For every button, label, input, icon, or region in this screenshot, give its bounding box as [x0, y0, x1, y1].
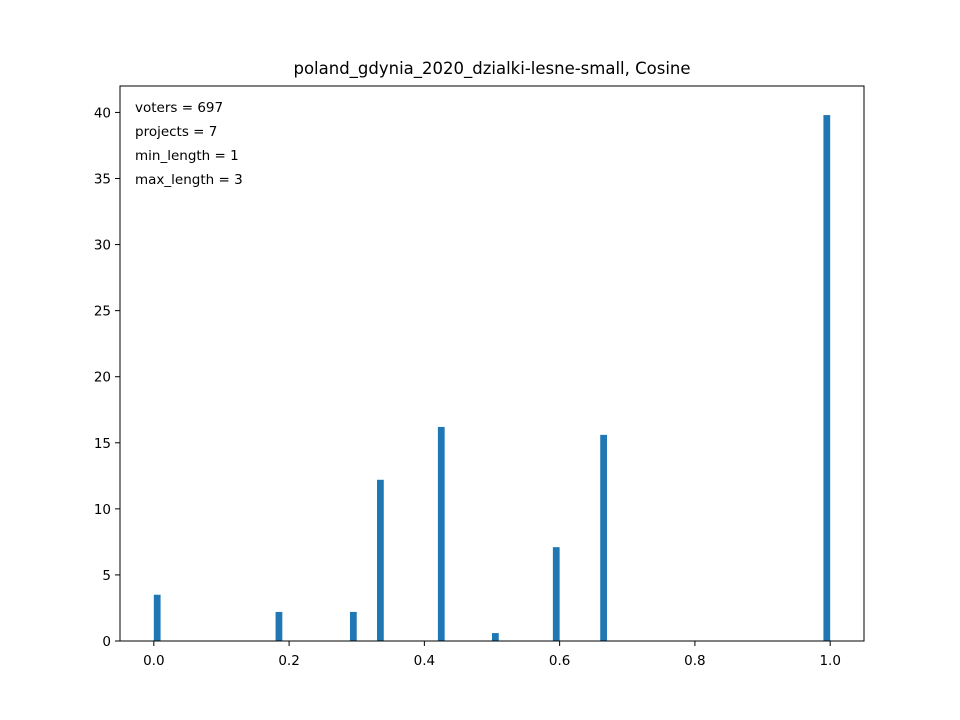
y-tick-label: 40 — [94, 105, 111, 121]
y-tick-label: 10 — [94, 502, 111, 518]
x-axis: 0.0 0.2 0.4 0.6 0.8 1.0 — [143, 641, 841, 669]
histogram-bar — [600, 434, 607, 641]
annotation-line: projects = 7 — [135, 124, 217, 140]
histogram-bar — [552, 547, 560, 641]
x-tick-label: 0.2 — [278, 653, 299, 669]
x-tick-label: 0.4 — [414, 653, 435, 669]
bars-layer — [153, 115, 831, 642]
histogram-bar — [377, 479, 384, 641]
histogram-bar — [492, 633, 499, 641]
y-tick-label: 30 — [94, 238, 111, 254]
x-tick-label: 1.0 — [819, 653, 840, 669]
annotation-line: voters = 697 — [135, 100, 223, 116]
histogram-bar — [153, 594, 161, 641]
y-tick-label: 20 — [94, 370, 111, 386]
histogram-bar — [275, 611, 283, 641]
y-tick-label: 35 — [94, 172, 111, 188]
x-tick-label: 0.0 — [143, 653, 164, 669]
x-tick-label: 0.8 — [684, 653, 705, 669]
histogram-bar — [349, 611, 357, 641]
y-tick-label: 5 — [102, 568, 111, 584]
x-tick-label: 0.6 — [549, 653, 570, 669]
histogram-bar — [823, 115, 831, 642]
stats-annotation: voters = 697 projects = 7 min_length = 1 ma… — [135, 100, 243, 188]
axes-frame — [119, 85, 865, 642]
annotation-line: max_length = 3 — [135, 172, 243, 188]
y-tick-label: 0 — [102, 634, 111, 650]
y-tick-label: 15 — [94, 436, 111, 452]
y-axis: 0 5 10 15 20 25 30 35 40 — [94, 105, 120, 650]
annotation-line: min_length = 1 — [135, 148, 239, 164]
histogram-bar — [437, 426, 445, 641]
y-tick-label: 25 — [94, 304, 111, 320]
chart-title: poland_gdynia_2020_dzialki-lesne-small, … — [293, 59, 690, 79]
